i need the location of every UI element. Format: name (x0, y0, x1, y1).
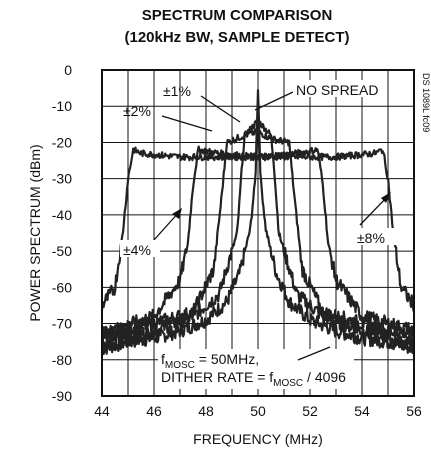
y-axis-label: POWER SPECTRUM (dBm) (27, 144, 43, 321)
chart-title-line-1: SPECTRUM COMPARISON (142, 7, 333, 24)
note-box-bg (158, 349, 354, 389)
y-tick-label: -70 (52, 316, 72, 332)
leader-pm2 (161, 115, 213, 132)
x-tick-label: 46 (146, 403, 162, 419)
trace-4 (100, 146, 416, 313)
y-tick-label: -40 (52, 207, 72, 223)
note-line-1: fMOSC = 50MHz, (161, 351, 259, 371)
y-tick-labels: 0 -10 -20 -30 -40 -50 -60 -70 -80 -90 (52, 62, 72, 404)
label-pm4-bg (120, 240, 160, 257)
y-tick-label: -20 (52, 134, 72, 150)
label-no-spread-bg (293, 80, 381, 97)
label-pm1: ±1% (163, 83, 191, 99)
y-tick-label: 0 (64, 62, 72, 78)
label-pm4: ±4% (123, 242, 151, 258)
y-tick-label: -60 (52, 279, 72, 295)
y-tick-label: -80 (52, 352, 72, 368)
trace-1 (100, 119, 415, 352)
x-tick-labels: 44 46 48 50 52 54 56 (94, 403, 422, 419)
x-tick-label: 48 (198, 403, 214, 419)
label-pm8-bg (355, 228, 397, 245)
doc-id-label: DS 1089L fc09 (421, 73, 431, 132)
trace-2 (100, 128, 416, 345)
x-tick-label: 56 (406, 403, 422, 419)
note-line-2: DITHER RATE = fMOSC / 4096 (161, 369, 346, 389)
plot-frame (101, 69, 415, 397)
traces (100, 89, 416, 356)
chart-title-line-2: (120kHz BW, SAMPLE DETECT) (124, 29, 349, 46)
arrow-pm8 (381, 192, 391, 203)
x-axis-label: FREQUENCY (MHz) (193, 431, 323, 447)
label-pm8: ±8% (357, 230, 385, 246)
leader-pm1 (200, 95, 241, 123)
y-tick-label: -10 (52, 98, 72, 114)
trace-3 (100, 145, 416, 342)
label-no-spread: NO SPREAD (296, 82, 378, 98)
arrow-pm4 (172, 208, 182, 219)
x-tick-label: 50 (250, 403, 266, 419)
y-tick-label: -90 (52, 388, 72, 404)
note-leader (297, 346, 331, 361)
leader-no-spread (254, 91, 294, 111)
y-tick-label: -30 (52, 171, 72, 187)
x-tick-label: 54 (354, 403, 370, 419)
y-tick-label: -50 (52, 243, 72, 259)
label-pm2: ±2% (123, 103, 151, 119)
x-tick-label: 44 (94, 403, 110, 419)
x-tick-label: 52 (302, 403, 318, 419)
